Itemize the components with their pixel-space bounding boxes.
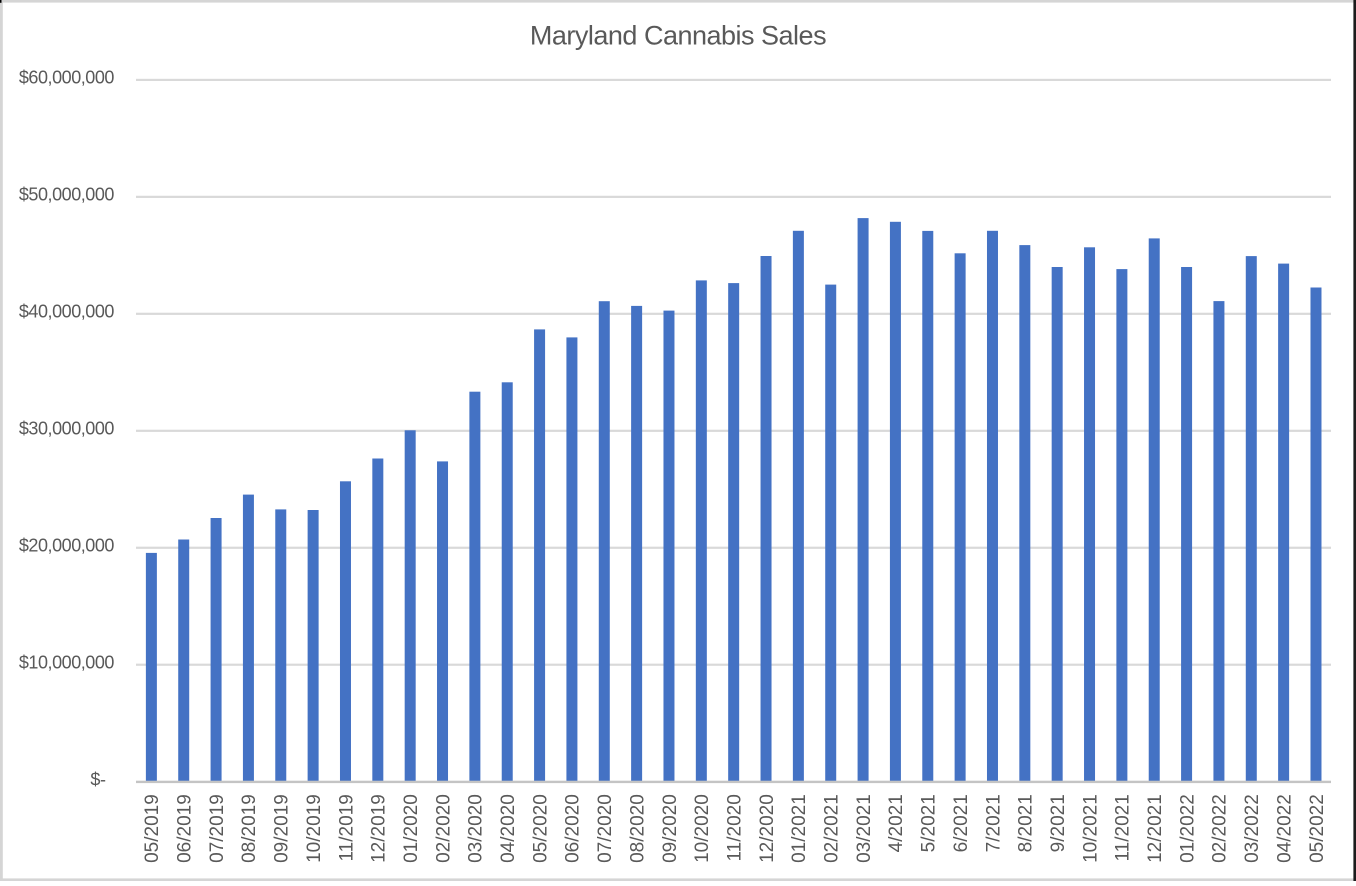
svg-text:07/2020: 07/2020 xyxy=(595,794,616,863)
svg-text:$40,000,000: $40,000,000 xyxy=(19,302,115,322)
svg-text:4/2021: 4/2021 xyxy=(886,794,907,852)
svg-text:$10,000,000: $10,000,000 xyxy=(19,652,115,672)
svg-text:12/2019: 12/2019 xyxy=(369,794,390,863)
svg-text:$50,000,000: $50,000,000 xyxy=(19,185,115,205)
svg-text:5/2021: 5/2021 xyxy=(919,794,940,852)
svg-text:12/2021: 12/2021 xyxy=(1145,794,1166,863)
svg-text:04/2020: 04/2020 xyxy=(498,794,519,863)
svg-text:7/2021: 7/2021 xyxy=(983,794,1004,852)
svg-text:02/2021: 02/2021 xyxy=(822,794,843,863)
svg-text:09/2019: 09/2019 xyxy=(272,794,293,863)
svg-text:05/2020: 05/2020 xyxy=(530,794,551,863)
svg-text:11/2020: 11/2020 xyxy=(724,794,745,861)
svg-text:8/2021: 8/2021 xyxy=(1016,794,1037,852)
svg-text:02/2020: 02/2020 xyxy=(433,794,454,863)
svg-text:06/2019: 06/2019 xyxy=(175,794,196,863)
svg-text:03/2021: 03/2021 xyxy=(854,794,875,863)
svg-text:01/2022: 01/2022 xyxy=(1177,794,1198,863)
svg-text:08/2020: 08/2020 xyxy=(627,794,648,863)
svg-text:06/2020: 06/2020 xyxy=(563,794,584,863)
svg-text:03/2022: 03/2022 xyxy=(1242,794,1263,863)
svg-text:10/2019: 10/2019 xyxy=(304,794,325,863)
svg-text:$-: $- xyxy=(90,769,106,789)
svg-text:Maryland Cannabis Sales: Maryland Cannabis Sales xyxy=(530,21,826,51)
svg-text:9/2021: 9/2021 xyxy=(1048,794,1069,852)
svg-text:05/2019: 05/2019 xyxy=(142,794,163,863)
svg-text:04/2022: 04/2022 xyxy=(1274,794,1295,863)
svg-text:05/2022: 05/2022 xyxy=(1307,794,1328,863)
svg-text:09/2020: 09/2020 xyxy=(660,794,681,863)
svg-text:10/2021: 10/2021 xyxy=(1080,794,1101,863)
svg-text:11/2021: 11/2021 xyxy=(1113,794,1134,861)
svg-text:11/2019: 11/2019 xyxy=(336,794,357,861)
svg-text:$20,000,000: $20,000,000 xyxy=(19,536,115,556)
svg-text:$60,000,000: $60,000,000 xyxy=(19,68,115,88)
svg-text:02/2022: 02/2022 xyxy=(1210,794,1231,863)
svg-text:03/2020: 03/2020 xyxy=(466,794,487,863)
svg-text:01/2021: 01/2021 xyxy=(789,794,810,863)
svg-text:10/2020: 10/2020 xyxy=(692,794,713,863)
svg-text:12/2020: 12/2020 xyxy=(757,794,778,863)
svg-text:07/2019: 07/2019 xyxy=(207,794,228,863)
svg-text:08/2019: 08/2019 xyxy=(239,794,260,863)
svg-text:$30,000,000: $30,000,000 xyxy=(19,419,115,439)
svg-text:01/2020: 01/2020 xyxy=(401,794,422,863)
svg-text:6/2021: 6/2021 xyxy=(951,794,972,852)
